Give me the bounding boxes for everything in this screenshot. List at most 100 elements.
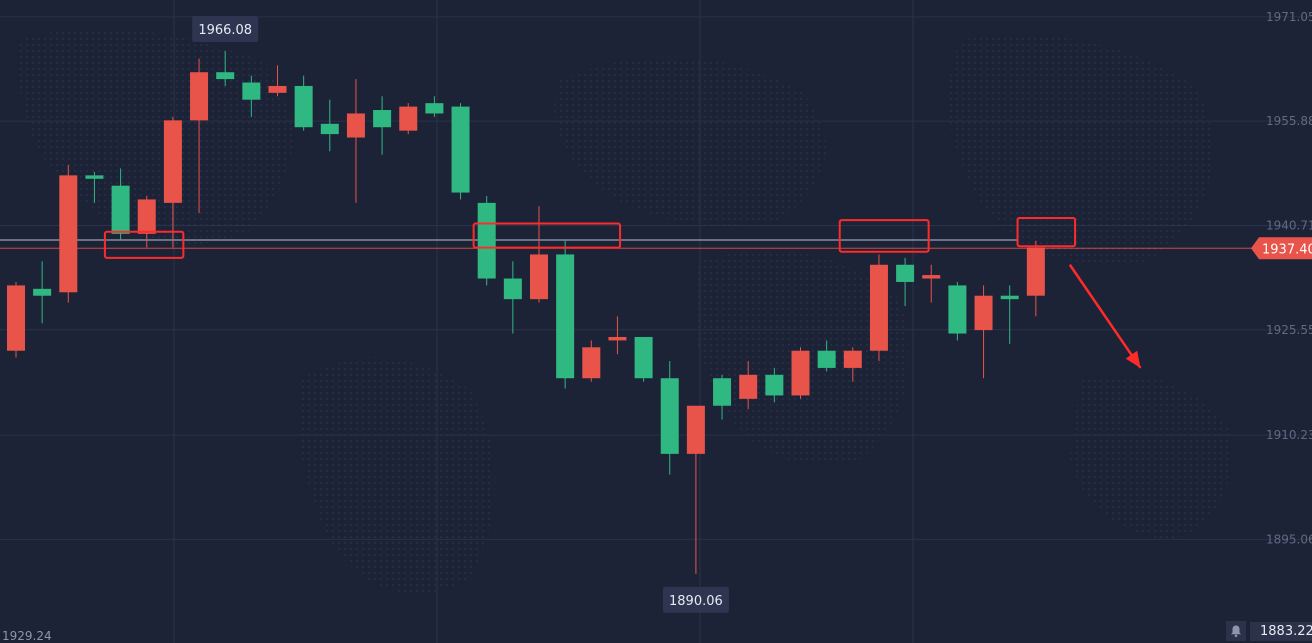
candle-body	[713, 378, 732, 406]
candle-21	[556, 240, 575, 389]
y-tick-label-5: 1895.06	[1266, 532, 1312, 546]
candle-body	[739, 374, 758, 399]
y-tick-label-1: 1955.88	[1266, 114, 1312, 128]
candle-body	[974, 295, 993, 331]
candle-17	[451, 103, 470, 200]
candle-body	[922, 275, 941, 279]
candle-body	[320, 123, 339, 135]
candle-33	[869, 254, 888, 362]
price-tag-text: 1937.40	[1262, 242, 1312, 257]
marker-text: 1890.06	[669, 594, 723, 609]
annotation-arrow-head	[1125, 350, 1141, 368]
candle-body	[425, 103, 444, 114]
candle-body	[530, 254, 548, 300]
candle-body	[869, 264, 888, 351]
map-region-1	[298, 357, 495, 594]
candle-body	[477, 202, 496, 279]
candle-6	[163, 116, 182, 248]
annotation-box-3	[1016, 217, 1077, 248]
candle-15	[399, 103, 418, 135]
candle-26	[686, 405, 705, 574]
price-alert-area[interactable]: 1883.22	[1226, 619, 1312, 643]
y-tick-label-2: 1940.71	[1266, 218, 1312, 232]
candle-body	[399, 106, 418, 131]
candle-10	[268, 65, 287, 97]
extreme-markers: 1966.08 1890.06	[192, 16, 729, 613]
candle-body	[85, 175, 104, 179]
candle-31	[817, 340, 836, 372]
map-region-4	[948, 35, 1213, 264]
y-tick-label-4: 1910.23	[1266, 428, 1312, 442]
candle-23	[608, 316, 627, 355]
candle-37	[974, 285, 993, 379]
annotation-arrow-shaft	[1068, 264, 1142, 369]
bell-icon[interactable]	[1226, 621, 1246, 641]
candle-body	[33, 288, 52, 296]
candles	[7, 51, 1045, 574]
candle-28	[739, 361, 758, 410]
candle-body	[1026, 247, 1045, 296]
candle-body	[634, 336, 653, 379]
candle-body	[1000, 295, 1019, 300]
candle-11	[294, 75, 313, 131]
candle-14	[373, 96, 392, 155]
candle-13	[346, 79, 365, 203]
candle-body	[843, 350, 862, 368]
candle-body	[268, 85, 287, 93]
candle-18	[477, 195, 496, 286]
candle-body	[608, 336, 627, 341]
candle-body	[765, 374, 784, 396]
y-tick-label-0: 1971.05	[1266, 10, 1312, 24]
candle-16	[425, 96, 444, 117]
price-tag-bg	[1251, 237, 1312, 260]
map-region-5	[1070, 375, 1232, 540]
candle-5	[137, 195, 156, 248]
candle-3	[85, 171, 104, 203]
candle-7	[190, 58, 209, 214]
candle-29	[765, 367, 784, 403]
low-marker: 1890.06	[662, 586, 729, 613]
annotation-box-2	[838, 219, 930, 253]
candle-4	[111, 168, 130, 241]
candle-9	[242, 75, 261, 117]
candle-body	[948, 285, 967, 334]
candle-body	[817, 350, 836, 368]
candle-12	[320, 99, 339, 152]
y-tick-label-3: 1925.55	[1266, 323, 1312, 337]
candle-body	[791, 350, 810, 396]
candle-body	[7, 285, 25, 351]
current-price-tag: 1937.40	[1251, 237, 1312, 260]
candle-body	[242, 82, 261, 100]
candle-24	[634, 336, 653, 382]
annotation-box-1	[472, 222, 622, 249]
candle-body	[346, 113, 365, 138]
bottom-price-label: 1883.22	[1250, 621, 1312, 641]
map-region-2	[554, 57, 826, 225]
candle-34	[896, 257, 915, 307]
candle-30	[791, 347, 810, 399]
candle-body	[190, 72, 209, 121]
candle-body	[582, 347, 601, 379]
candle-36	[948, 281, 967, 341]
candle-body	[660, 378, 679, 454]
candle-25	[660, 361, 679, 475]
candle-20	[530, 206, 548, 303]
candle-body	[556, 254, 575, 379]
candle-body	[137, 199, 156, 234]
candle-39	[1026, 240, 1045, 317]
candle-body	[216, 72, 235, 80]
annotation-box-0	[103, 230, 185, 259]
candle-body	[686, 405, 705, 454]
candle-8	[216, 51, 235, 86]
candle-1	[33, 261, 52, 324]
candle-body	[503, 278, 522, 300]
annotations	[103, 217, 1142, 369]
footer-left-price: 1929.24	[2, 629, 52, 643]
high-marker: 1966.08	[192, 16, 259, 43]
candle-22	[582, 340, 601, 382]
candle-body	[294, 85, 313, 128]
price-axis: 1971.05 1955.88 1940.71 1925.55 1910.23 1895.…	[1251, 10, 1312, 546]
candle-2	[59, 165, 78, 303]
